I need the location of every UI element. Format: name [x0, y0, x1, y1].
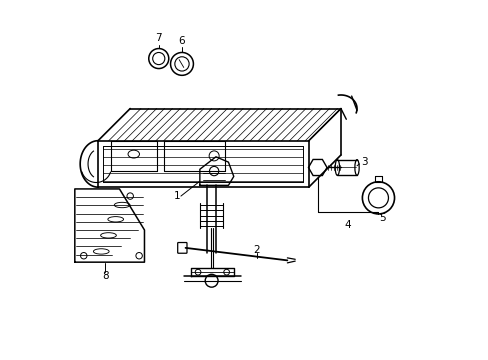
Text: 7: 7: [155, 33, 162, 43]
Text: 1: 1: [173, 191, 180, 201]
Text: 5: 5: [378, 212, 385, 222]
Text: 6: 6: [178, 36, 185, 46]
Text: 4: 4: [344, 220, 351, 230]
Text: 8: 8: [102, 271, 108, 282]
Text: 2: 2: [253, 245, 260, 255]
Text: 3: 3: [360, 157, 366, 167]
